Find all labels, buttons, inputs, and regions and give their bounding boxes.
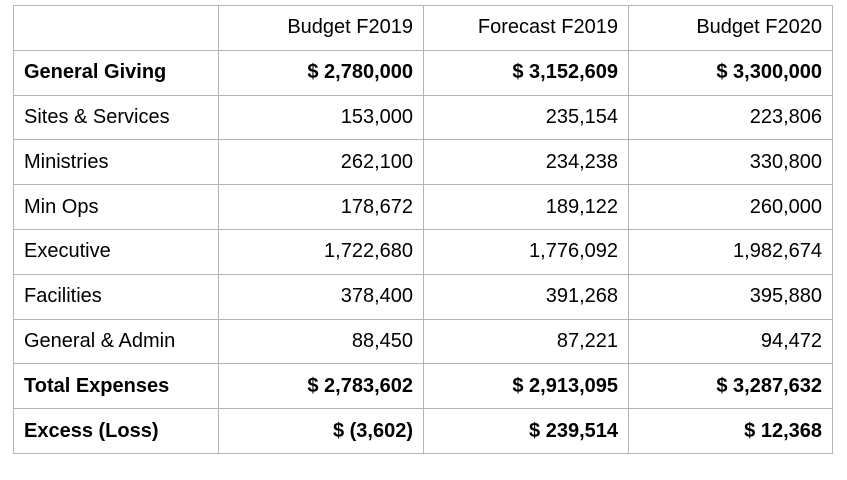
table-cell: 378,400 — [218, 273, 424, 320]
table-cell: $ 2,783,602 — [218, 363, 424, 410]
table-cell: 88,450 — [218, 318, 424, 365]
table-header-row: Budget F2019 Forecast F2019 Budget F2020 — [13, 5, 833, 51]
column-header: Forecast F2019 — [423, 5, 629, 51]
table-cell: 260,000 — [628, 184, 833, 230]
table-cell: 153,000 — [218, 94, 424, 141]
table-cell: 1,776,092 — [423, 228, 629, 275]
table-cell: $ 239,514 — [423, 408, 629, 454]
table-cell: $ 12,368 — [628, 408, 833, 454]
row-label: General Giving — [13, 49, 219, 96]
table-cell: $ 3,300,000 — [628, 49, 833, 96]
table-cell: $ (3,602) — [218, 408, 424, 454]
row-label: Executive — [13, 228, 219, 275]
header-corner-cell — [13, 5, 219, 51]
table-row-general-admin: General & Admin 88,450 87,221 94,472 — [13, 318, 833, 365]
table-row-sites-services: Sites & Services 153,000 235,154 223,806 — [13, 94, 833, 141]
budget-table: Budget F2019 Forecast F2019 Budget F2020… — [13, 5, 833, 454]
table-cell: 1,722,680 — [218, 228, 424, 275]
row-label: Facilities — [13, 273, 219, 320]
table-row-excess-loss: Excess (Loss) $ (3,602) $ 239,514 $ 12,3… — [13, 408, 833, 454]
table-cell: 391,268 — [423, 273, 629, 320]
table-cell: 1,982,674 — [628, 228, 833, 275]
table-cell: $ 2,913,095 — [423, 363, 629, 410]
table-cell: 178,672 — [218, 184, 424, 230]
table-cell: 395,880 — [628, 273, 833, 320]
table-cell: $ 3,152,609 — [423, 49, 629, 96]
table-cell: 235,154 — [423, 94, 629, 141]
table-cell: 262,100 — [218, 139, 424, 186]
row-label: Min Ops — [13, 184, 219, 230]
table-row-ministries: Ministries 262,100 234,238 330,800 — [13, 139, 833, 186]
table-cell: $ 2,780,000 — [218, 49, 424, 96]
table-row-executive: Executive 1,722,680 1,776,092 1,982,674 — [13, 228, 833, 275]
table-cell: 87,221 — [423, 318, 629, 365]
row-label: General & Admin — [13, 318, 219, 365]
table-cell: $ 3,287,632 — [628, 363, 833, 410]
column-header: Budget F2019 — [218, 5, 424, 51]
table-cell: 330,800 — [628, 139, 833, 186]
row-label: Total Expenses — [13, 363, 219, 410]
table-row-general-giving: General Giving $ 2,780,000 $ 3,152,609 $… — [13, 49, 833, 96]
table-row-min-ops: Min Ops 178,672 189,122 260,000 — [13, 184, 833, 230]
column-header: Budget F2020 — [628, 5, 833, 51]
table-cell: 94,472 — [628, 318, 833, 365]
row-label: Sites & Services — [13, 94, 219, 141]
table-row-total-expenses: Total Expenses $ 2,783,602 $ 2,913,095 $… — [13, 363, 833, 410]
row-label: Excess (Loss) — [13, 408, 219, 454]
table-cell: 223,806 — [628, 94, 833, 141]
row-label: Ministries — [13, 139, 219, 186]
table-row-facilities: Facilities 378,400 391,268 395,880 — [13, 273, 833, 320]
table-cell: 234,238 — [423, 139, 629, 186]
table-cell: 189,122 — [423, 184, 629, 230]
